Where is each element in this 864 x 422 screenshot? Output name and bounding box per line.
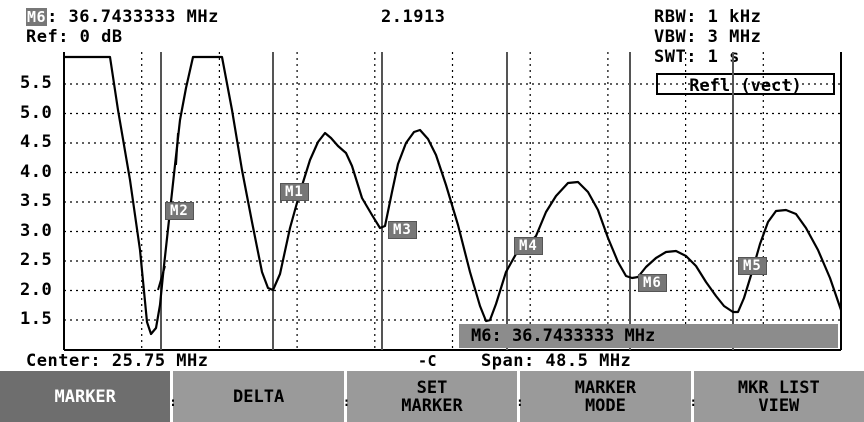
trace-line — [64, 55, 843, 336]
trace-artifact — [175, 132, 179, 166]
y-tick-label: 5.5 — [20, 73, 53, 93]
marker-tag-m6[interactable]: M6 — [638, 274, 667, 292]
spectrum-plot[interactable] — [0, 0, 864, 372]
marker-tag-m4[interactable]: M4 — [514, 237, 543, 255]
marker-badge: M6 — [26, 8, 48, 26]
span-frequency: Span: 48.5 MHz — [481, 351, 632, 371]
y-tick-label: 3.5 — [20, 191, 53, 211]
trace-artifact — [157, 265, 166, 291]
softkey-bar: MARKER : DELTA : SET MARKER : MARKER MODE :… — [0, 371, 864, 422]
marker-readout-box: M6: 36.7433333 MHz — [459, 324, 838, 348]
softkey-marker[interactable]: MARKER — [0, 371, 174, 422]
marker-tag-m2[interactable]: M2 — [165, 202, 194, 220]
marker-lines — [160, 52, 734, 350]
marker-value: 2.1913 — [381, 7, 446, 27]
active-marker-readout: M6: 36.7433333 MHz — [26, 8, 219, 26]
vbw-setting: VBW: 3 MHz — [654, 27, 762, 47]
reference-level: Ref: 0 dB — [26, 27, 123, 47]
connector-icon: -C — [418, 352, 438, 370]
y-tick-label: 2.0 — [20, 279, 53, 300]
y-tick-label: 4.0 — [20, 161, 53, 182]
rbw-setting: RBW: 1 kHz — [654, 7, 762, 27]
marker-frequency: : 36.7433333 MHz — [47, 7, 219, 27]
y-tick-label: 1.5 — [20, 309, 53, 329]
center-frequency: Center: 25.75 MHz — [26, 351, 209, 371]
grid — [63, 52, 842, 351]
softkey-marker-mode[interactable]: : MARKER MODE — [516, 371, 694, 422]
y-tick-label: 4.5 — [20, 132, 53, 152]
marker-tag-m5[interactable]: M5 — [738, 257, 767, 275]
sweep-time: SWT: 1 s — [654, 47, 740, 67]
softkey-delta[interactable]: : DELTA — [169, 371, 347, 422]
marker-tag-m1[interactable]: M1 — [280, 183, 309, 201]
y-tick-label: 2.5 — [20, 250, 53, 270]
softkey-set-marker[interactable]: : SET MARKER — [343, 371, 521, 422]
y-tick-label: 3.0 — [20, 220, 53, 241]
marker-tag-m3[interactable]: M3 — [388, 221, 417, 239]
softkey-mkr-list-view[interactable]: : MKR LIST VIEW — [690, 371, 864, 422]
y-tick-label: 5.0 — [20, 102, 53, 123]
